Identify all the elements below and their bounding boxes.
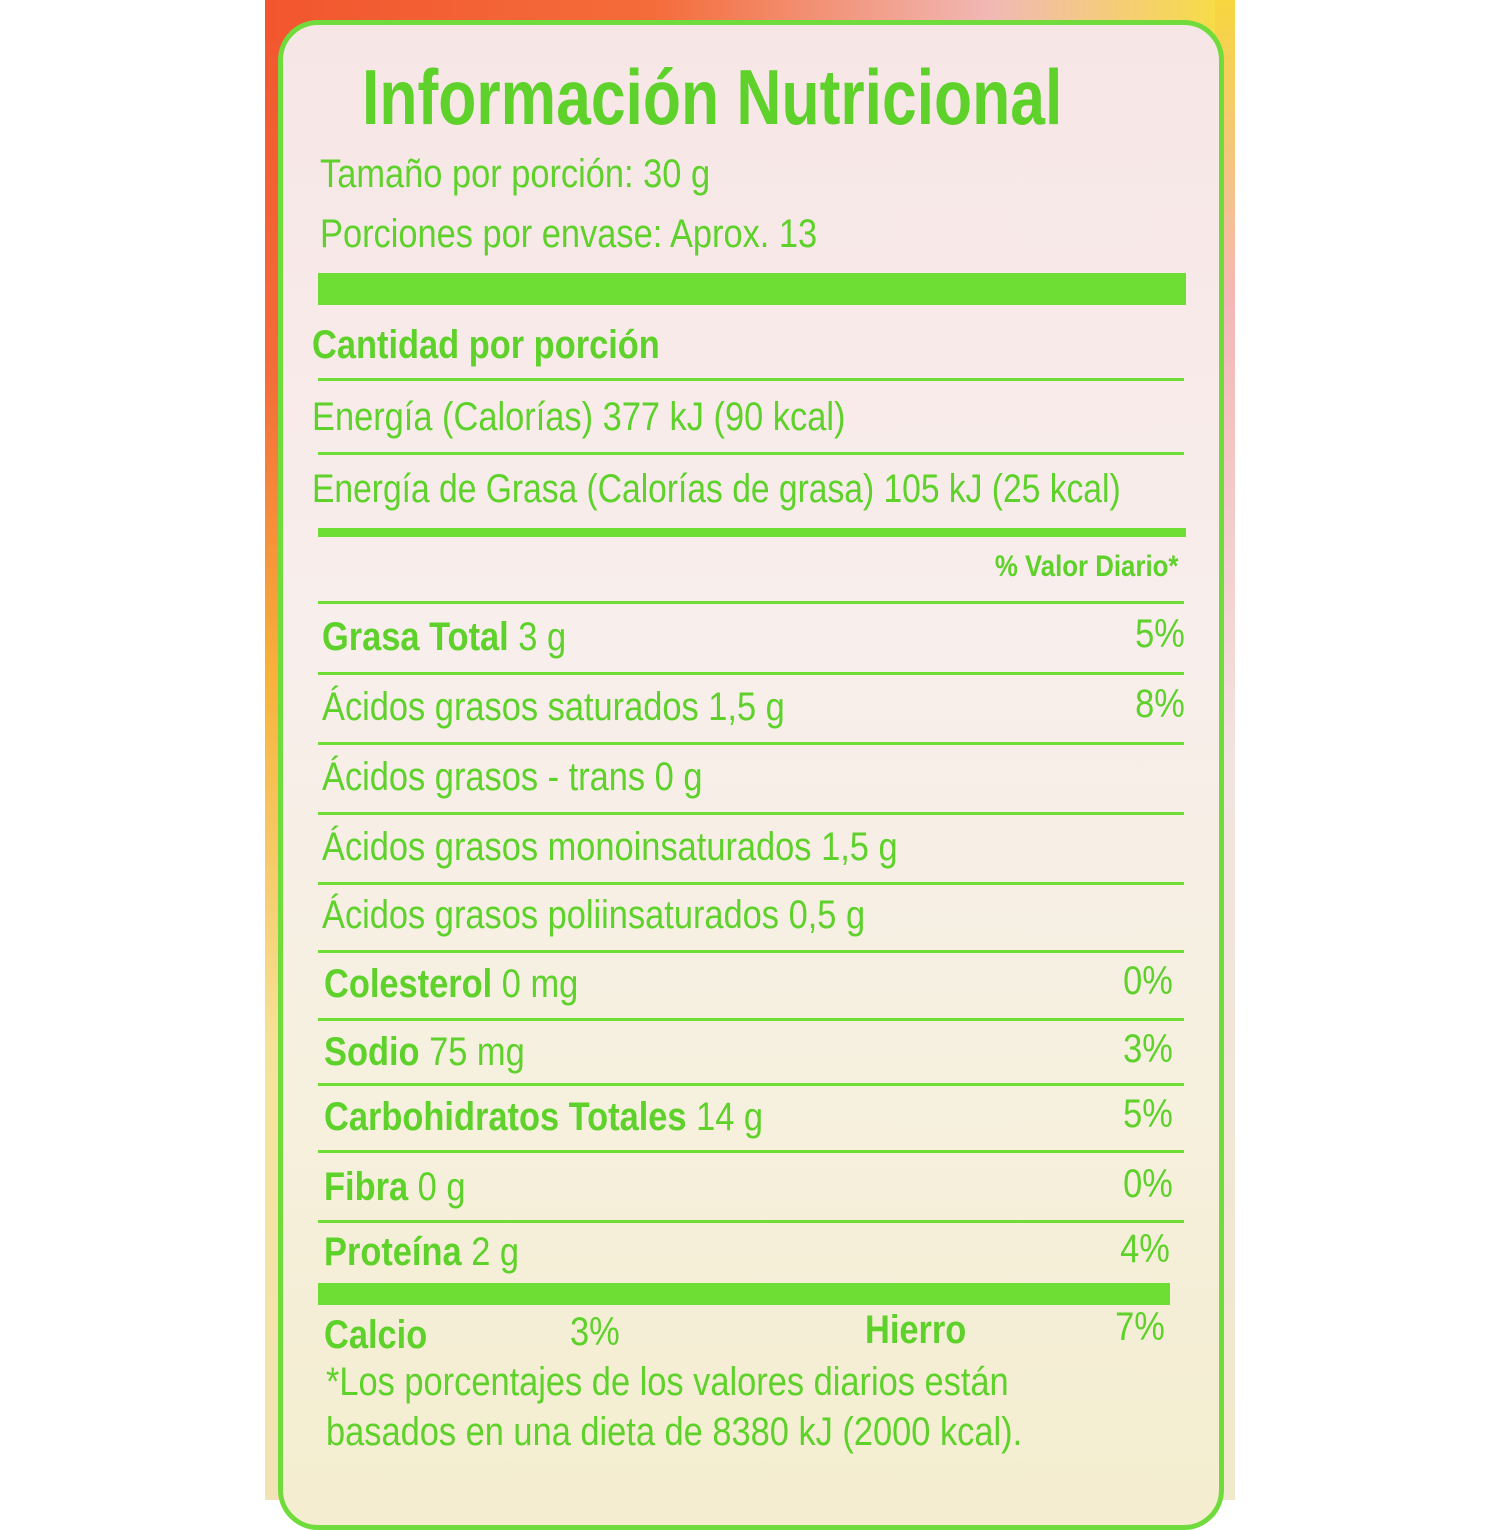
energy: Energía (Calorías) 377 kJ (90 kcal) — [312, 395, 846, 439]
fat-energy: Energía de Grasa (Calorías de grasa) 105… — [312, 467, 1121, 511]
nutrient-daily-value: 5% — [1123, 1092, 1173, 1136]
nutrient-amount: 0 g — [654, 755, 703, 799]
footnote-line-1: *Los porcentajes de los valores diarios … — [326, 1360, 1009, 1404]
thick-rule — [318, 1283, 1170, 1305]
nutrient-amount: 2 g — [471, 1230, 520, 1274]
nutrient-label: Carbohidratos Totales — [324, 1095, 687, 1139]
iron-label: Hierro — [865, 1308, 967, 1352]
serving-size: Tamaño por porción: 30 g — [320, 152, 711, 196]
panel-title: Información Nutricional — [362, 53, 1063, 141]
calcium-label: Calcio — [324, 1313, 428, 1357]
nutrient-row: Colesterol 0 mg — [324, 962, 578, 1007]
divider — [318, 672, 1184, 675]
nutrient-label: Proteína — [324, 1230, 462, 1274]
divider — [318, 1083, 1184, 1086]
divider — [318, 1220, 1184, 1223]
nutrient-label: Ácidos grasos monoinsaturados — [322, 825, 812, 869]
iron-pct: 7% — [1115, 1305, 1165, 1349]
daily-value-header: % Valor Diario* — [994, 550, 1178, 583]
nutrient-amount: 1,5 g — [708, 685, 785, 729]
calcium-pct: 3% — [570, 1310, 620, 1354]
divider — [318, 1018, 1184, 1021]
nutrition-panel — [278, 20, 1224, 1530]
nutrient-amount: 75 mg — [429, 1030, 525, 1074]
nutrient-row: Ácidos grasos - trans 0 g — [322, 755, 702, 800]
divider — [318, 742, 1184, 745]
nutrient-label: Ácidos grasos saturados — [322, 685, 699, 729]
divider — [318, 601, 1184, 604]
nutrient-daily-value: 3% — [1123, 1027, 1173, 1071]
divider — [318, 950, 1184, 953]
nutrient-row: Grasa Total 3 g — [322, 615, 566, 660]
divider — [318, 882, 1184, 885]
nutrient-label: Colesterol — [324, 962, 493, 1006]
nutrient-daily-value: 8% — [1135, 682, 1185, 726]
nutrient-daily-value: 5% — [1135, 612, 1185, 656]
nutrient-row: Sodio 75 mg — [324, 1030, 525, 1075]
nutrient-row: Proteína 2 g — [324, 1230, 519, 1275]
thick-rule — [318, 273, 1186, 305]
divider — [318, 1150, 1184, 1153]
nutrient-amount: 0 mg — [501, 962, 579, 1006]
nutrient-label: Ácidos grasos - trans — [322, 755, 646, 799]
nutrient-row: Fibra 0 g — [324, 1165, 465, 1210]
nutrient-daily-value: 0% — [1123, 959, 1173, 1003]
footnote-line-2: basados en una dieta de 8380 kJ (2000 kc… — [326, 1410, 1023, 1454]
nutrient-row: Carbohidratos Totales 14 g — [324, 1095, 763, 1140]
nutrient-row: Ácidos grasos monoinsaturados 1,5 g — [322, 825, 898, 870]
nutrient-row: Ácidos grasos poliinsaturados 0,5 g — [322, 893, 865, 938]
nutrient-amount: 3 g — [518, 615, 567, 659]
nutrient-label: Grasa Total — [322, 615, 509, 659]
nutrient-label: Sodio — [324, 1030, 420, 1074]
nutrient-daily-value: 4% — [1120, 1227, 1170, 1271]
nutrient-label: Ácidos grasos poliinsaturados — [322, 893, 780, 937]
amount-per-serving: Cantidad por porción — [312, 323, 660, 367]
divider — [318, 812, 1184, 815]
nutrient-amount: 0 g — [417, 1165, 466, 1209]
medium-rule — [318, 528, 1186, 537]
divider — [318, 378, 1184, 381]
nutrient-row: Ácidos grasos saturados 1,5 g — [322, 685, 785, 730]
nutrient-label: Fibra — [324, 1165, 409, 1209]
nutrient-amount: 1,5 g — [821, 825, 898, 869]
nutrient-amount: 14 g — [696, 1095, 764, 1139]
divider — [318, 452, 1184, 455]
nutrient-daily-value: 0% — [1123, 1162, 1173, 1206]
servings-per-container: Porciones por envase: Aprox. 13 — [320, 212, 818, 256]
nutrient-amount: 0,5 g — [788, 893, 866, 937]
